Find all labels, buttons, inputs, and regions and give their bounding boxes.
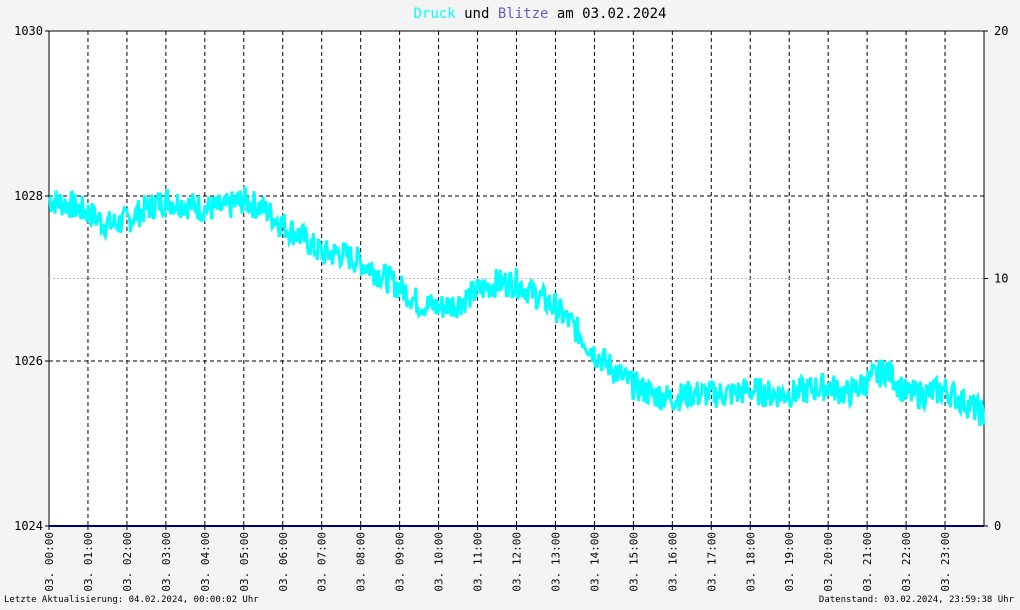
x-tick-label: 03. 13:00 [549,532,562,592]
x-tick-label: 03. 03:00 [160,532,173,592]
x-tick-label: 03. 19:00 [783,532,796,592]
x-tick-label: 03. 04:00 [199,532,212,592]
x-tick-label: 03. 15:00 [627,532,640,592]
x-tick-label: 03. 17:00 [705,532,718,592]
x-tick-label: 03. 08:00 [355,532,368,592]
x-tick-label: 03. 02:00 [121,532,134,592]
right-axis: 0 10 20 [984,24,1008,533]
right-tick-label: 0 [994,519,1001,533]
right-tick-label: 10 [994,272,1008,286]
left-tick-label: 1030 [14,24,43,38]
x-tick-label: 03. 12:00 [511,532,524,592]
right-tick-label: 20 [994,24,1008,38]
x-tick-label: 03. 20:00 [822,532,835,592]
x-tick-label: 03. 23:00 [939,532,952,592]
x-tick-label: 03. 11:00 [472,532,485,592]
footer-data-status: Datenstand: 03.02.2024, 23:59:38 Uhr [819,595,1015,605]
x-tick-label: 03. 09:00 [394,532,407,592]
title-part-2: Blitze [498,6,549,22]
x-tick-label: 03. 16:00 [666,532,679,592]
x-tick-label: 03. 01:00 [82,532,95,592]
left-axis: 1024 1026 1028 1030 [14,24,49,533]
x-tick-label: 03. 21:00 [861,532,874,592]
x-tick-label: 03. 10:00 [433,532,446,592]
x-tick-label: 03. 06:00 [277,532,290,592]
chart-title: Druck und Blitze am 03.02.2024 [414,6,667,22]
x-tick-label: 03. 05:00 [238,532,251,592]
x-tick-label: 03. 18:00 [744,532,757,592]
x-tick-label: 03. 00:00 [43,532,56,592]
series-druck-line [47,186,986,427]
title-part-0: Druck [414,6,457,22]
left-tick-label: 1026 [14,354,43,368]
title-part-3: am 03.02.2024 [548,6,666,22]
footer-last-update: Letzte Aktualisierung: 04.02.2024, 00:00… [4,595,259,605]
title-part-1: und [456,6,498,22]
left-tick-label: 1024 [14,519,43,533]
x-axis: 03. 00:00 03. 01:00 03. 02:00 03. 03:00 03. … [43,526,952,592]
x-tick-label: 03. 07:00 [316,532,329,592]
left-tick-label: 1028 [14,189,43,203]
x-tick-label: 03. 14:00 [588,532,601,592]
x-tick-label: 03. 22:00 [900,532,913,592]
